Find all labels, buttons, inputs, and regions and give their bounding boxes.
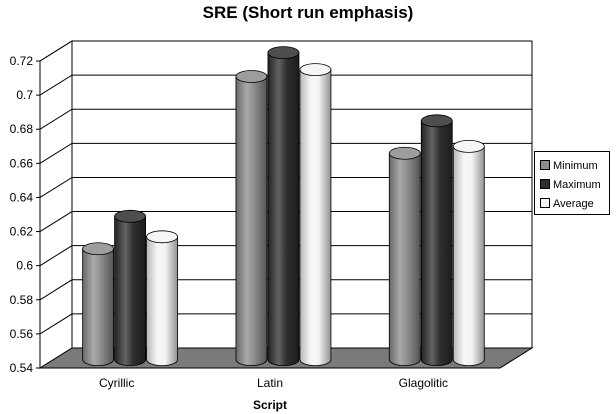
- legend-swatch-minimum: [540, 160, 550, 171]
- bar-top-maximum-glagolitic: [420, 114, 453, 128]
- bar-maximum-latin: [267, 52, 300, 366]
- gridline: [39, 176, 532, 198]
- bar-top-maximum-latin: [267, 46, 300, 59]
- legend-swatch-average: [540, 198, 550, 209]
- gridline: [39, 40, 532, 62]
- x-axis-title: Script: [253, 398, 287, 412]
- y-tick-label: 0.54: [10, 361, 34, 375]
- x-tick-label: Latin: [257, 376, 283, 390]
- y-tick-label: 0.72: [10, 54, 34, 68]
- bar-top-average-latin: [299, 63, 332, 77]
- bar-average-cyrillic: [146, 236, 179, 366]
- bar-minimum-latin: [235, 76, 268, 366]
- legend-item-maximum: Maximum: [540, 176, 609, 195]
- legend: Minimum Maximum Average: [534, 151, 610, 215]
- y-tick-label: 0.66: [10, 156, 34, 170]
- legend-label-minimum: Minimum: [553, 160, 598, 172]
- bar-top-minimum-latin: [235, 70, 268, 83]
- bar-top-minimum-glagolitic: [388, 146, 421, 160]
- bar-top-average-glagolitic: [452, 140, 485, 153]
- bar-average-latin: [299, 69, 332, 366]
- y-tick-label: 0.64: [10, 190, 34, 204]
- legend-item-average: Average: [540, 195, 609, 214]
- x-tick-label: Glagolitic: [399, 376, 448, 390]
- bar-maximum-cyrillic: [114, 215, 147, 366]
- bar-top-minimum-cyrillic: [82, 242, 115, 256]
- bar-top-average-cyrillic: [146, 230, 179, 244]
- gridline: [39, 211, 532, 232]
- gridline: [39, 142, 532, 164]
- gridline: [39, 74, 532, 96]
- bar-maximum-glagolitic: [420, 120, 453, 366]
- plot-side-wall: [39, 40, 73, 369]
- gridline: [39, 245, 532, 267]
- legend-swatch-maximum: [540, 179, 550, 190]
- legend-label-maximum: Maximum: [553, 179, 601, 191]
- gridline: [39, 108, 532, 130]
- y-tick-label: 0.58: [10, 293, 34, 307]
- gridline: [39, 279, 532, 301]
- legend-label-average: Average: [553, 198, 594, 210]
- gridline: [39, 313, 532, 335]
- bar-minimum-glagolitic: [388, 152, 421, 366]
- y-tick-label: 0.6: [16, 259, 33, 273]
- chart-title: SRE (Short run emphasis): [202, 3, 414, 22]
- bar-average-glagolitic: [452, 146, 485, 366]
- legend-item-minimum: Minimum: [540, 157, 609, 176]
- bar-minimum-cyrillic: [82, 248, 115, 366]
- bar-top-maximum-cyrillic: [114, 209, 147, 223]
- y-tick-label: 0.68: [10, 122, 34, 136]
- x-tick-label: Cyrillic: [99, 376, 134, 390]
- y-tick-label: 0.7: [16, 88, 33, 102]
- y-tick-label: 0.62: [10, 225, 34, 239]
- y-tick-label: 0.56: [10, 327, 34, 341]
